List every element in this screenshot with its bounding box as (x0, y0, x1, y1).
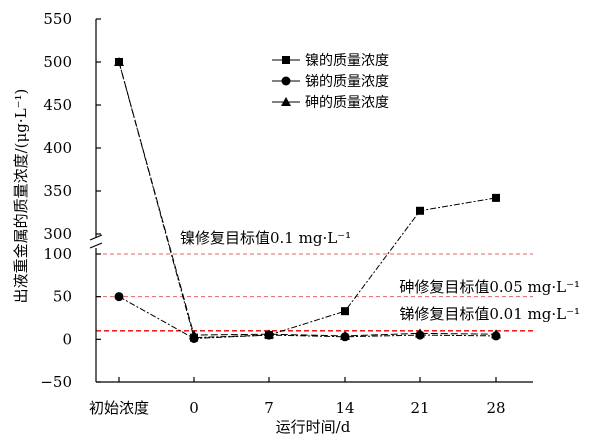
legend-label: 锑的质量浓度 (305, 74, 389, 90)
y-tick-label: 0 (62, 330, 72, 348)
y-tick-label: 100 (43, 245, 72, 263)
data-point (114, 57, 124, 66)
reference-lines (96, 253, 533, 332)
axis-break-mark (89, 234, 103, 241)
y-tick-label: 50 (53, 288, 72, 306)
series-lines (114, 57, 501, 343)
x-tick-label: 14 (335, 399, 354, 417)
legend-label: 砷的质量浓度 (305, 95, 389, 111)
data-point (491, 329, 501, 339)
series-line (118, 61, 497, 337)
x-tick-label: 7 (264, 399, 274, 417)
data-point (114, 292, 124, 302)
y-tick-label: −50 (40, 373, 72, 391)
reference-label: 砷修复目标值0.05 mg·L⁻¹ (399, 278, 580, 296)
y-tick-label: 400 (43, 139, 72, 157)
y-tick-label: 500 (43, 53, 72, 71)
x-tick-label: 初始浓度 (89, 399, 149, 417)
data-point (189, 330, 199, 340)
legend-marker (281, 76, 291, 86)
legend-marker (281, 97, 291, 106)
x-tick-label: 21 (410, 399, 429, 417)
axis-break-mark (89, 242, 103, 249)
reference-label: 镍修复目标值0.1 mg·L⁻¹ (180, 229, 351, 247)
data-point (415, 328, 425, 338)
y-tick-label: 450 (43, 96, 72, 114)
reference-labels: 镍修复目标值0.1 mg·L⁻¹ 砷修复目标值0.05 mg·L⁻¹ 锑修复目标值0… (180, 229, 580, 323)
x-tick-label: 28 (486, 399, 505, 417)
y-tick-label: 350 (43, 182, 72, 200)
series-line (118, 296, 497, 339)
data-point (341, 307, 349, 316)
y-tick-label: 550 (43, 10, 72, 28)
reference-label: 锑修复目标值0.01 mg·L⁻¹ (399, 305, 580, 323)
legend-marker (282, 56, 290, 64)
y-tick-label: 300 (43, 225, 72, 243)
y-axis-title: 出液重金属的质量浓度/(μg·L⁻¹) (12, 89, 30, 304)
data-point (340, 330, 350, 340)
legend-label: 镍的质量浓度 (305, 53, 389, 69)
data-point (492, 193, 500, 202)
x-axis-title: 运行时间/d (276, 418, 351, 436)
x-tick-label: 0 (189, 399, 199, 417)
data-point (264, 329, 274, 339)
series-line (118, 61, 497, 339)
data-point (416, 206, 424, 215)
axes: 300 350 400 450 500 550 −50 0 50 100 初始浓度 0 7 14 21 28 (40, 10, 533, 417)
